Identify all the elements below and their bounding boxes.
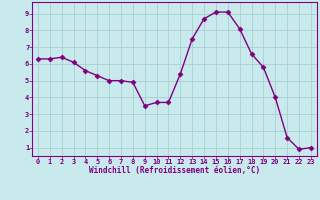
X-axis label: Windchill (Refroidissement éolien,°C): Windchill (Refroidissement éolien,°C) (89, 166, 260, 175)
